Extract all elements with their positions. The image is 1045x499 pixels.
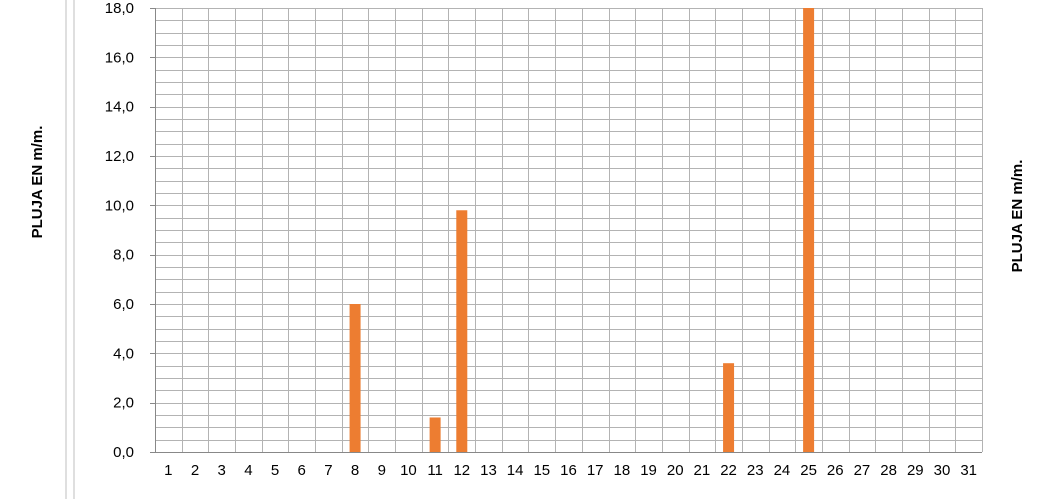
y-tick-label: 4,0 [113,345,134,362]
y-axis-title-right: PLUJA EN m/m. [1009,160,1026,273]
x-tick-label: 14 [507,462,524,479]
plot-grid [155,8,983,453]
y-tick-label: 8,0 [113,247,134,264]
bar [456,210,468,452]
x-tick-label: 26 [827,462,844,479]
y-axis-title-left: PLUJA EN m/m. [29,126,46,239]
x-tick-label: 18 [614,462,631,479]
bar [429,417,441,452]
x-tick-label: 21 [694,462,711,479]
x-tick-labels: 1 2 3 4 5 6 7 8 9 10 11 12 13 14 15 16 17 18 19 20 21 22 23 24 2… [164,462,977,479]
x-tick-label: 17 [587,462,604,479]
x-tick-label: 1 [164,462,172,479]
x-tick-label: 7 [324,462,332,479]
bar [349,304,361,452]
x-tick-label: 30 [934,462,951,479]
y-tick-label: 18,0 [105,0,134,17]
bar [723,363,735,452]
x-tick-label: 12 [453,462,470,479]
x-tick-label: 4 [244,462,252,479]
y-tick-label: 10,0 [105,197,134,214]
x-tick-label: 16 [560,462,577,479]
x-tick-label: 28 [880,462,897,479]
x-tick-label: 9 [378,462,386,479]
x-tick-label: 15 [533,462,550,479]
y-tick-label: 16,0 [105,49,134,66]
y-tick-label: 2,0 [113,395,134,412]
x-tick-label: 31 [960,462,977,479]
x-tick-label: 20 [667,462,684,479]
y-tick-label: 14,0 [105,99,134,116]
x-tick-label: 29 [907,462,924,479]
y-tick-label: 12,0 [105,148,134,165]
x-tick-label: 8 [351,462,359,479]
x-tick-label: 10 [400,462,417,479]
bar-series [349,8,815,452]
x-tick-label: 13 [480,462,497,479]
x-tick-label: 11 [427,462,443,479]
x-tick-label: 5 [271,462,279,479]
x-tick-label: 27 [854,462,871,479]
y-tick-label: 6,0 [113,296,134,313]
y-tick-label: 0,0 [113,444,134,461]
x-tick-label: 24 [774,462,791,479]
x-tick-label: 23 [747,462,764,479]
x-tick-label: 2 [191,462,199,479]
x-tick-label: 22 [720,462,737,479]
axes [150,8,982,453]
x-tick-label: 6 [298,462,306,479]
bar [803,8,815,452]
y-tick-labels: 0,0 2,0 4,0 6,0 8,0 10,0 12,0 14,0 16,0 18,0 [105,0,134,461]
x-tick-label: 19 [640,462,657,479]
x-tick-label: 3 [218,462,226,479]
x-tick-label: 25 [800,462,817,479]
